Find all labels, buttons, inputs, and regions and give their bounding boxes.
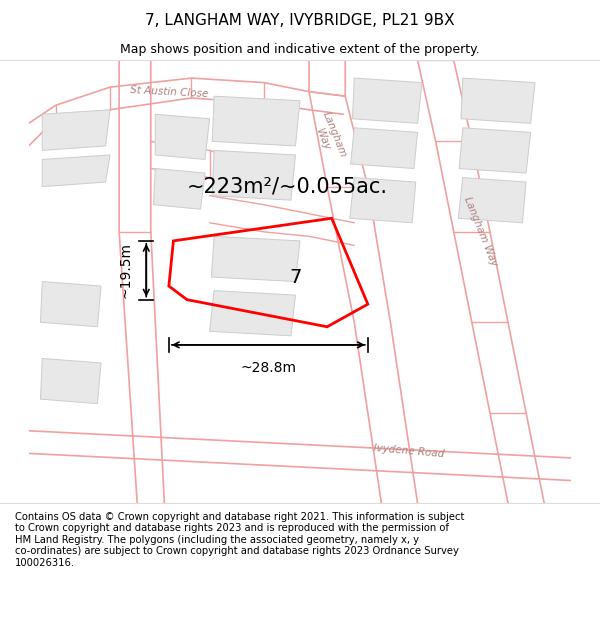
Polygon shape: [461, 78, 535, 123]
Polygon shape: [40, 281, 101, 327]
Polygon shape: [212, 96, 300, 146]
Text: Map shows position and indicative extent of the property.: Map shows position and indicative extent…: [120, 43, 480, 56]
Text: ~28.8m: ~28.8m: [241, 361, 296, 375]
Polygon shape: [40, 358, 101, 404]
Text: Langham Way: Langham Way: [463, 196, 499, 268]
Polygon shape: [350, 177, 416, 222]
Polygon shape: [350, 128, 418, 169]
Text: Langham
Way: Langham Way: [310, 110, 349, 164]
Text: ~223m²/~0.055ac.: ~223m²/~0.055ac.: [187, 177, 388, 197]
Polygon shape: [459, 128, 530, 173]
Text: ~19.5m: ~19.5m: [119, 242, 133, 298]
Polygon shape: [458, 177, 526, 222]
Polygon shape: [211, 236, 300, 281]
Text: Ivydene Road: Ivydene Road: [373, 442, 445, 459]
Polygon shape: [155, 114, 209, 159]
Polygon shape: [212, 151, 295, 200]
Polygon shape: [42, 110, 110, 151]
Text: 7: 7: [289, 268, 302, 286]
Polygon shape: [352, 78, 422, 123]
Text: 7, LANGHAM WAY, IVYBRIDGE, PL21 9BX: 7, LANGHAM WAY, IVYBRIDGE, PL21 9BX: [145, 13, 455, 28]
Polygon shape: [154, 169, 205, 209]
Polygon shape: [209, 291, 295, 336]
Text: Contains OS data © Crown copyright and database right 2021. This information is : Contains OS data © Crown copyright and d…: [15, 512, 464, 568]
Text: St Austin Close: St Austin Close: [130, 84, 208, 99]
Polygon shape: [42, 155, 110, 187]
